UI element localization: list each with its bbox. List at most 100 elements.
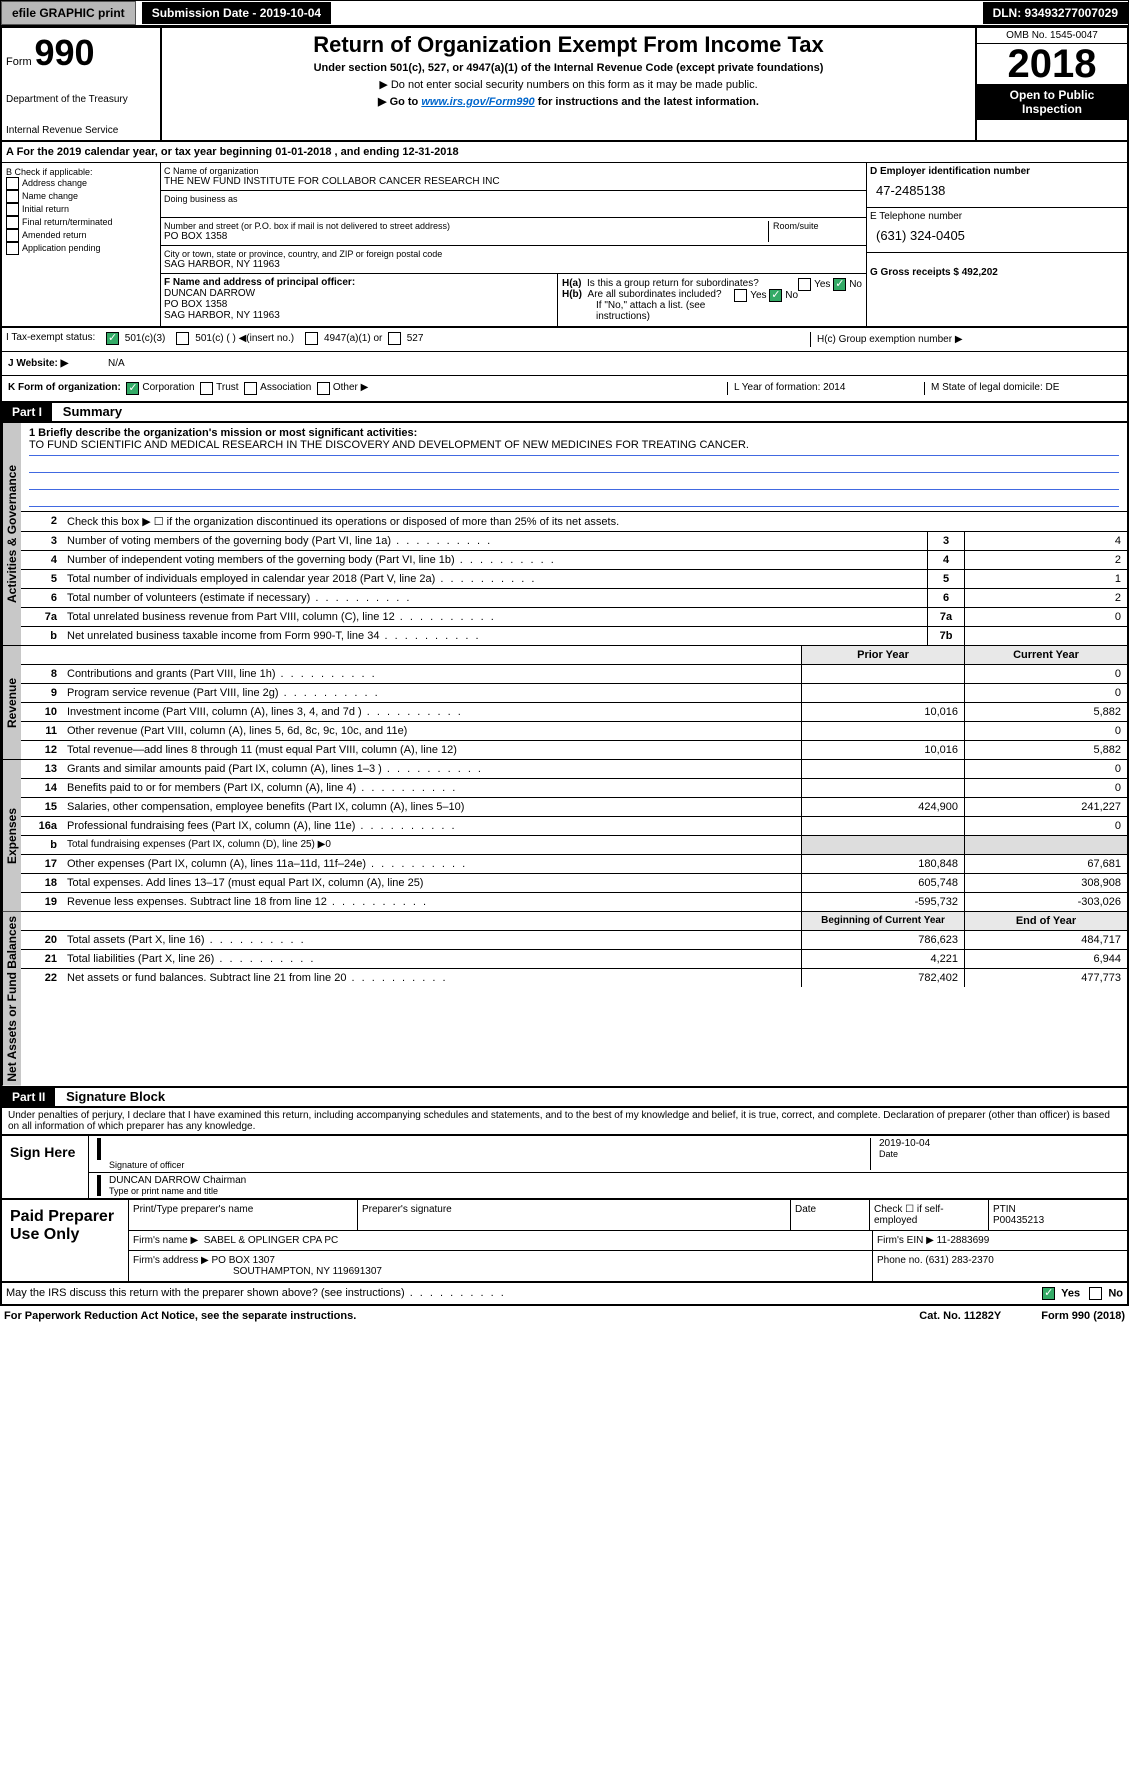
ein-value: 47-2485138 (870, 177, 1124, 204)
firm-name-label: Firm's name ▶ (133, 1235, 198, 1246)
hdr-prior: Prior Year (801, 646, 964, 664)
cb-4947[interactable] (305, 332, 318, 345)
typed-name-label: Type or print name and title (109, 1186, 1119, 1196)
line2: Check this box ▶ ☐ if the organization d… (63, 512, 1127, 531)
cb-other[interactable] (317, 382, 330, 395)
line19-current: -303,026 (964, 893, 1127, 911)
cb-association[interactable] (244, 382, 257, 395)
cb-discuss-no[interactable] (1089, 1287, 1102, 1300)
line22-prior: 782,402 (801, 969, 964, 987)
sig-date-label: Date (879, 1149, 1119, 1159)
line17-current: 67,681 (964, 855, 1127, 873)
irs-link[interactable]: www.irs.gov/Form990 (421, 96, 534, 108)
line18-current: 308,908 (964, 874, 1127, 892)
line12-prior: 10,016 (801, 741, 964, 759)
dept-treasury: Department of the Treasury (6, 94, 156, 105)
line21-current: 6,944 (964, 950, 1127, 968)
ptin-value: P00435213 (993, 1215, 1123, 1226)
city-state-zip: SAG HARBOR, NY 11963 (164, 259, 863, 270)
form-header: Form 990 Department of the Treasury Inte… (0, 26, 1129, 142)
firm-name: SABEL & OPLINGER CPA PC (204, 1235, 339, 1246)
officer-label: F Name and address of principal officer: (164, 277, 554, 288)
form-subtitle: Under section 501(c), 527, or 4947(a)(1)… (166, 62, 971, 74)
hdr-end: End of Year (964, 912, 1127, 930)
note2-pre: ▶ Go to (378, 96, 421, 108)
cb-corporation[interactable] (126, 382, 139, 395)
tax-exempt-label: I Tax-exempt status: (6, 332, 106, 347)
section-abcdefg: B Check if applicable: Address change Na… (0, 163, 1129, 328)
note2-post: for instructions and the latest informat… (538, 96, 759, 108)
line20-prior: 786,623 (801, 931, 964, 949)
phone-label: Phone no. (877, 1255, 923, 1266)
line7b-text: Net unrelated business taxable income fr… (63, 627, 927, 645)
line6-val: 2 (964, 589, 1127, 607)
ptin-label: PTIN (993, 1204, 1123, 1215)
line8-text: Contributions and grants (Part VIII, lin… (63, 665, 801, 683)
cb-application[interactable]: Application pending (6, 242, 156, 255)
prep-h4: Check ☐ if self-employed (870, 1200, 989, 1230)
discuss-text: May the IRS discuss this return with the… (6, 1287, 506, 1300)
line17-text: Other expenses (Part IX, column (A), lin… (63, 855, 801, 873)
cb-name-change[interactable]: Name change (6, 190, 156, 203)
dba-label: Doing business as (164, 194, 863, 204)
line15-text: Salaries, other compensation, employee b… (63, 798, 801, 816)
open-to-public: Open to Public Inspection (977, 84, 1127, 120)
line21-prior: 4,221 (801, 950, 964, 968)
cb-trust[interactable] (200, 382, 213, 395)
line10-current: 5,882 (964, 703, 1127, 721)
line18-text: Total expenses. Add lines 13–17 (must eq… (63, 874, 801, 892)
line20-text: Total assets (Part X, line 16) (63, 931, 801, 949)
colb-header: B Check if applicable: (6, 167, 156, 177)
ssn-note: ▶ Do not enter social security numbers o… (166, 78, 971, 91)
gross-receipts: G Gross receipts $ 492,202 (870, 267, 1124, 278)
perjury-text: Under penalties of perjury, I declare th… (0, 1108, 1129, 1134)
line3-text: Number of voting members of the governin… (63, 532, 927, 550)
org-name-label: C Name of organization (164, 166, 863, 176)
form-org-label: K Form of organization: (8, 382, 121, 395)
cb-final-return[interactable]: Final return/terminated (6, 216, 156, 229)
hdr-current: Current Year (964, 646, 1127, 664)
submission-date: Submission Date - 2019-10-04 (142, 2, 331, 24)
cb-501c3[interactable] (106, 332, 119, 345)
tax-year: 2018 (977, 44, 1127, 84)
paid-preparer-label: Paid Preparer Use Only (2, 1200, 129, 1281)
officer-typed-name: DUNCAN DARROW Chairman (109, 1175, 1119, 1186)
website-value: N/A (108, 358, 125, 369)
line10-text: Investment income (Part VIII, column (A)… (63, 703, 801, 721)
cb-527[interactable] (388, 332, 401, 345)
officer-addr1: PO BOX 1358 (164, 299, 554, 310)
line10-prior: 10,016 (801, 703, 964, 721)
line17-prior: 180,848 (801, 855, 964, 873)
side-net-assets: Net Assets or Fund Balances (2, 912, 21, 1086)
prep-h1: Print/Type preparer's name (129, 1200, 358, 1230)
dept-irs: Internal Revenue Service (6, 125, 156, 136)
city-label: City or town, state or province, country… (164, 249, 863, 259)
line15-current: 241,227 (964, 798, 1127, 816)
firm-ein-label: Firm's EIN ▶ (877, 1235, 934, 1246)
tel-label: E Telephone number (870, 211, 1124, 222)
line13-current: 0 (964, 760, 1127, 778)
cb-discuss-yes[interactable] (1042, 1287, 1055, 1300)
line18-prior: 605,748 (801, 874, 964, 892)
efile-button[interactable]: efile GRAPHIC print (1, 1, 136, 25)
line21-text: Total liabilities (Part X, line 26) (63, 950, 801, 968)
line5-text: Total number of individuals employed in … (63, 570, 927, 588)
cb-501c[interactable] (176, 332, 189, 345)
line22-text: Net assets or fund balances. Subtract li… (63, 969, 801, 987)
website-label: J Website: ▶ (8, 358, 108, 369)
prep-h3: Date (791, 1200, 870, 1230)
sig-officer-label: Signature of officer (97, 1160, 870, 1170)
cb-address-change[interactable]: Address change (6, 177, 156, 190)
line11-current: 0 (964, 722, 1127, 740)
line14-prior (801, 779, 964, 797)
form-number: 990 (34, 32, 94, 73)
line22-current: 477,773 (964, 969, 1127, 987)
line13-text: Grants and similar amounts paid (Part IX… (63, 760, 801, 778)
form-footer: Form 990 (2018) (1041, 1310, 1125, 1322)
cb-initial-return[interactable]: Initial return (6, 203, 156, 216)
line14-current: 0 (964, 779, 1127, 797)
line9-text: Program service revenue (Part VIII, line… (63, 684, 801, 702)
line7a-val: 0 (964, 608, 1127, 626)
cb-amended[interactable]: Amended return (6, 229, 156, 242)
mission-text: TO FUND SCIENTIFIC AND MEDICAL RESEARCH … (29, 439, 1119, 456)
